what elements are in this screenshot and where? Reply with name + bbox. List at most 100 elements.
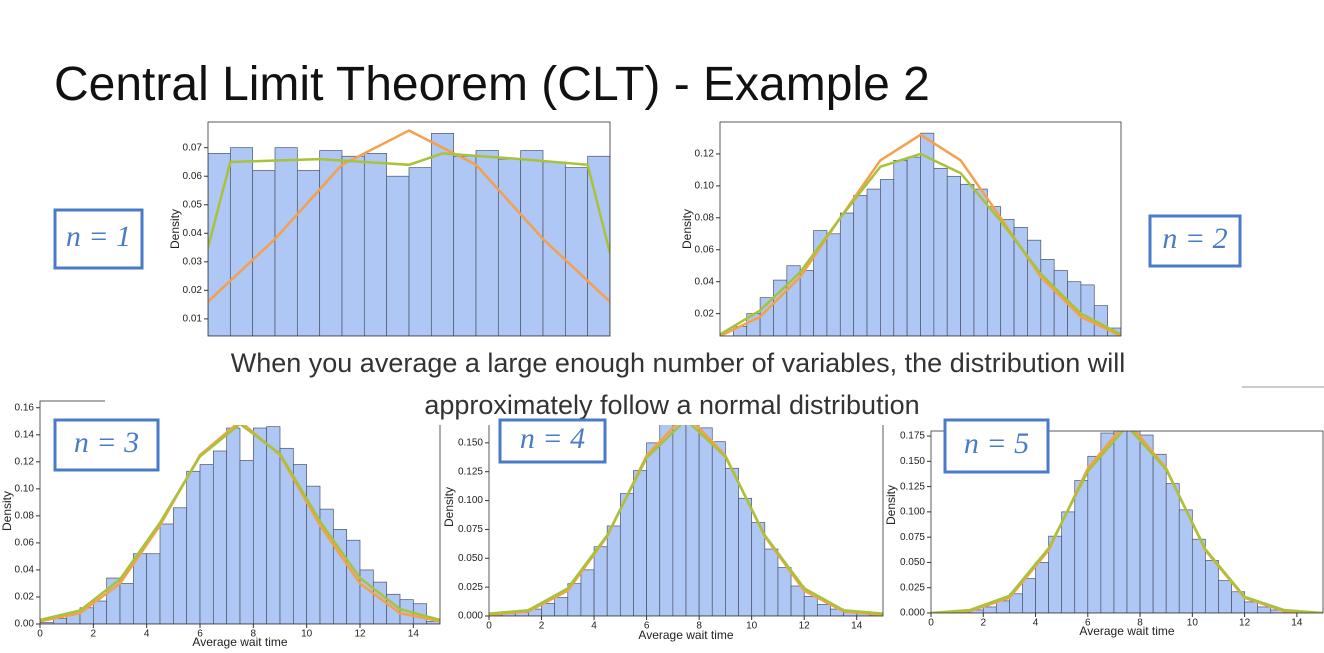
bar	[619, 493, 634, 616]
axes-frame	[930, 430, 1324, 614]
bar	[725, 467, 739, 616]
x-tick-label: 14	[408, 629, 420, 640]
bar	[1165, 483, 1180, 613]
chart: 0.000 0.025 0.050 0.075 0.100 0.125 0.150 0.175…	[884, 430, 1324, 638]
n-label-box	[1148, 214, 1242, 268]
y-tick-label: 0.075	[900, 532, 925, 543]
bar	[786, 265, 801, 336]
bar	[880, 179, 895, 336]
y-tick-label: 0.02	[15, 592, 35, 603]
y-tick-label: 0.150	[458, 437, 483, 448]
bar	[1126, 431, 1141, 613]
bar	[1074, 480, 1089, 613]
bar	[685, 414, 700, 616]
bar	[1178, 509, 1193, 613]
bar	[146, 553, 161, 624]
y-tick-label: 0.000	[900, 608, 925, 619]
x-tick-label: 8	[1137, 618, 1143, 629]
x-tick-label: 6	[1085, 618, 1091, 629]
y-tick-label: 0.050	[900, 557, 925, 568]
bar	[973, 188, 988, 336]
y-tick-label: 0.125	[900, 481, 925, 492]
n-label: n = 1	[66, 220, 131, 253]
bar	[266, 426, 281, 624]
plot-area	[208, 129, 610, 336]
bar	[226, 427, 241, 624]
bar	[777, 567, 792, 616]
bar	[1061, 511, 1076, 613]
bar	[1152, 453, 1167, 613]
y-tick-label: 0.125	[458, 466, 483, 477]
x-tick-label: 10	[301, 629, 313, 640]
n-label-box	[943, 418, 1050, 474]
caption-line: When you average a large enough number o…	[231, 348, 1126, 378]
n-label: n = 3	[74, 426, 139, 459]
bar	[564, 167, 589, 336]
y-tick-label: 0.025	[900, 582, 925, 593]
bar	[738, 497, 753, 616]
bar	[229, 147, 254, 336]
y-tick-label: 0.03	[183, 256, 203, 267]
y-axis-label: Density	[168, 209, 182, 249]
bar	[199, 464, 214, 624]
n-label-box	[53, 208, 144, 270]
bar	[520, 150, 544, 336]
y-tick-label: 0.175	[900, 431, 925, 442]
bar	[1113, 431, 1128, 613]
y-tick-label: 0.100	[458, 495, 483, 506]
bar	[239, 460, 254, 624]
bar	[853, 195, 868, 336]
x-tick-label: 10	[1187, 618, 1199, 629]
bar	[430, 133, 455, 336]
bar	[799, 270, 814, 336]
bar	[541, 602, 556, 616]
n-label-box	[498, 418, 607, 464]
density-curve	[720, 133, 1121, 336]
density-curve	[931, 431, 1323, 613]
x-tick-label: 6	[644, 621, 650, 632]
bar	[646, 442, 661, 616]
x-tick-label: 0	[928, 618, 934, 629]
bar	[751, 522, 766, 616]
bar	[252, 427, 268, 624]
bar	[816, 604, 831, 616]
x-tick-label: 0	[37, 629, 43, 640]
bar	[159, 523, 174, 624]
bar	[986, 206, 1002, 336]
bar	[363, 153, 388, 336]
n-label-box	[53, 418, 160, 472]
bar	[659, 424, 674, 616]
y-tick-label: 0.000	[458, 611, 483, 622]
bar	[274, 147, 298, 336]
bar	[826, 233, 841, 336]
x-axis-label: Average wait time	[1079, 624, 1174, 638]
y-tick-label: 0.12	[15, 456, 35, 467]
x-tick-label: 4	[591, 621, 597, 632]
y-tick-label: 0.16	[15, 402, 35, 413]
bar	[1244, 601, 1259, 613]
density-curve	[489, 414, 883, 616]
n-label: n = 4	[520, 422, 585, 455]
x-tick-label: 2	[539, 621, 545, 632]
bar	[252, 170, 276, 336]
bar	[982, 606, 997, 613]
y-tick-label: 0.02	[695, 308, 715, 319]
y-tick-label: 0.02	[183, 285, 203, 296]
bar	[1205, 560, 1219, 613]
bar	[920, 132, 935, 336]
caption-backdrop	[105, 338, 1240, 425]
y-tick-label: 0.10	[695, 181, 715, 192]
x-axis-label: Average wait time	[638, 628, 733, 642]
plot-area	[720, 132, 1121, 336]
bar	[803, 596, 818, 616]
slide-title: Central Limit Theorem (CLT) - Example 2	[54, 58, 930, 111]
x-tick-label: 8	[251, 629, 257, 640]
y-tick-label: 0.025	[458, 582, 483, 593]
axes-frame	[207, 121, 611, 337]
bar	[341, 155, 365, 336]
bar	[593, 546, 608, 616]
y-tick-label: 0.04	[695, 276, 715, 287]
bar	[698, 427, 713, 616]
y-tick-label: 0.00	[15, 619, 35, 630]
